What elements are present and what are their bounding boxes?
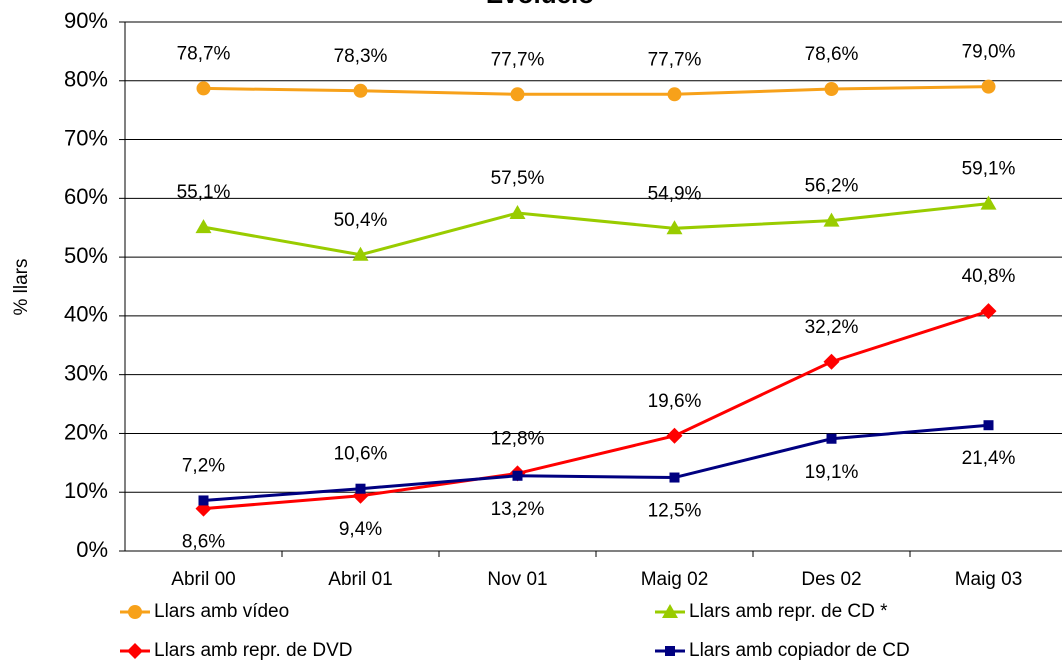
data-label: 12,8% xyxy=(491,428,545,449)
y-tick-label: 70% xyxy=(64,125,108,150)
data-label: 32,2% xyxy=(805,317,859,338)
legend-label: Llars amb repr. de DVD xyxy=(154,640,353,661)
y-tick-label: 40% xyxy=(64,302,108,327)
data-label: 7,2% xyxy=(182,455,225,476)
marker xyxy=(512,470,523,481)
y-tick-label: 30% xyxy=(64,360,108,385)
series-line xyxy=(203,309,989,511)
y-tick-label: 20% xyxy=(64,419,108,444)
y-tick-label: 80% xyxy=(64,67,108,92)
data-label: 79,0% xyxy=(962,42,1016,63)
data-label: 78,6% xyxy=(805,44,859,65)
marker xyxy=(823,353,840,370)
x-tick-label: Maig 03 xyxy=(955,569,1023,590)
data-label: 19,1% xyxy=(805,462,859,483)
marker xyxy=(509,205,526,220)
data-label: 21,4% xyxy=(962,448,1016,469)
marker xyxy=(662,604,678,618)
x-tick-label: Abril 01 xyxy=(328,569,392,590)
marker xyxy=(353,83,368,98)
y-tick-label: 0% xyxy=(76,537,108,562)
x-tick-label: Maig 02 xyxy=(641,569,709,590)
x-tick-label: Abril 00 xyxy=(171,569,235,590)
marker xyxy=(983,420,994,431)
data-label: 77,7% xyxy=(491,49,545,70)
data-label: 19,6% xyxy=(648,391,702,412)
data-label: 8,6% xyxy=(182,532,225,553)
legend-label: Llars amb repr. de CD * xyxy=(689,601,888,622)
marker xyxy=(824,82,839,97)
marker xyxy=(510,87,525,102)
data-label: 56,2% xyxy=(805,176,859,197)
data-label: 59,1% xyxy=(962,159,1016,180)
series-line xyxy=(203,423,989,502)
marker xyxy=(667,87,682,102)
y-tick-label: 10% xyxy=(64,478,108,503)
marker xyxy=(665,646,675,656)
data-label: 57,5% xyxy=(491,168,545,189)
marker xyxy=(980,303,997,320)
data-label: 55,1% xyxy=(177,182,231,203)
legend-label: Llars amb copiador de CD xyxy=(689,640,910,661)
marker xyxy=(128,605,142,619)
marker xyxy=(981,79,996,94)
x-tick-label: Nov 01 xyxy=(487,569,547,590)
marker xyxy=(195,219,212,234)
marker xyxy=(127,643,143,659)
y-axis-label: % llars xyxy=(11,258,32,315)
legend-label: Llars amb vídeo xyxy=(154,601,289,622)
data-label: 50,4% xyxy=(334,210,388,231)
data-label: 40,8% xyxy=(962,266,1016,287)
marker xyxy=(823,212,840,227)
data-label: 78,7% xyxy=(177,43,231,64)
chart-title: Evolució xyxy=(486,0,594,9)
data-label: 9,4% xyxy=(339,519,382,540)
marker xyxy=(352,246,369,261)
data-label: 78,3% xyxy=(334,46,388,67)
marker xyxy=(826,433,837,444)
marker xyxy=(196,81,211,96)
data-label: 54,9% xyxy=(648,183,702,204)
data-label: 10,6% xyxy=(334,444,388,465)
data-label: 12,5% xyxy=(648,501,702,522)
marker xyxy=(355,483,366,494)
marker xyxy=(198,495,209,506)
marker xyxy=(666,220,683,235)
y-tick-label: 60% xyxy=(64,184,108,209)
data-label: 13,2% xyxy=(491,499,545,520)
data-label: 77,7% xyxy=(648,49,702,70)
marker xyxy=(666,427,683,444)
marker xyxy=(980,195,997,210)
series-line xyxy=(203,85,989,96)
y-tick-label: 50% xyxy=(64,243,108,268)
y-tick-label: 90% xyxy=(64,8,108,33)
series-line xyxy=(203,202,989,257)
x-tick-label: Des 02 xyxy=(801,569,861,590)
marker xyxy=(669,472,680,483)
